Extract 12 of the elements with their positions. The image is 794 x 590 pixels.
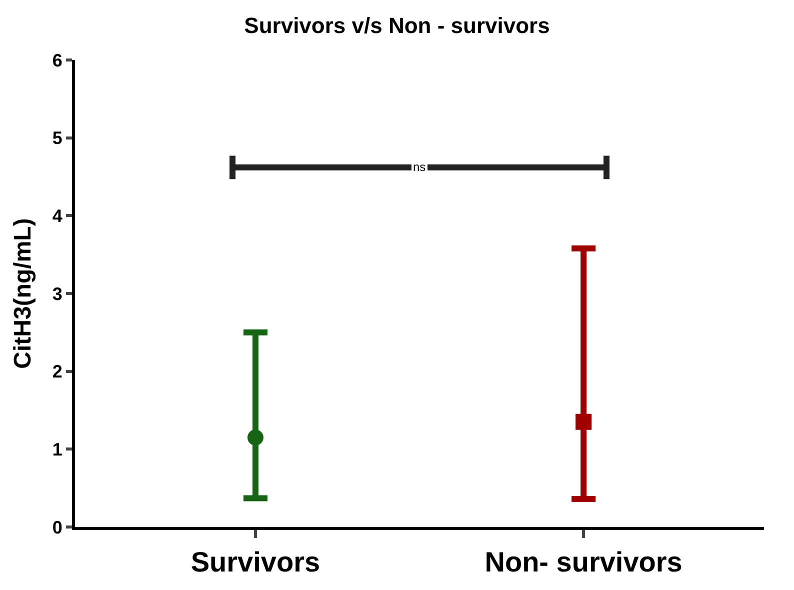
y-tick-label: 0: [52, 517, 62, 538]
y-axis-title: CitH3(ng/mL): [9, 218, 36, 369]
y-tick-label: 6: [52, 50, 62, 70]
y-tick-label: 2: [52, 362, 62, 382]
y-tick-label: 4: [52, 206, 62, 226]
y-tick-label: 3: [52, 284, 62, 304]
y-tick-label: 1: [52, 439, 62, 460]
y-tick-label: 5: [52, 128, 62, 148]
x-tick-label: Non- survivors: [484, 546, 682, 578]
x-tick-label: Survivors: [190, 546, 320, 578]
chart-title: Survivors v/s Non - survivors: [244, 13, 550, 38]
annotation: ns: [413, 160, 426, 174]
